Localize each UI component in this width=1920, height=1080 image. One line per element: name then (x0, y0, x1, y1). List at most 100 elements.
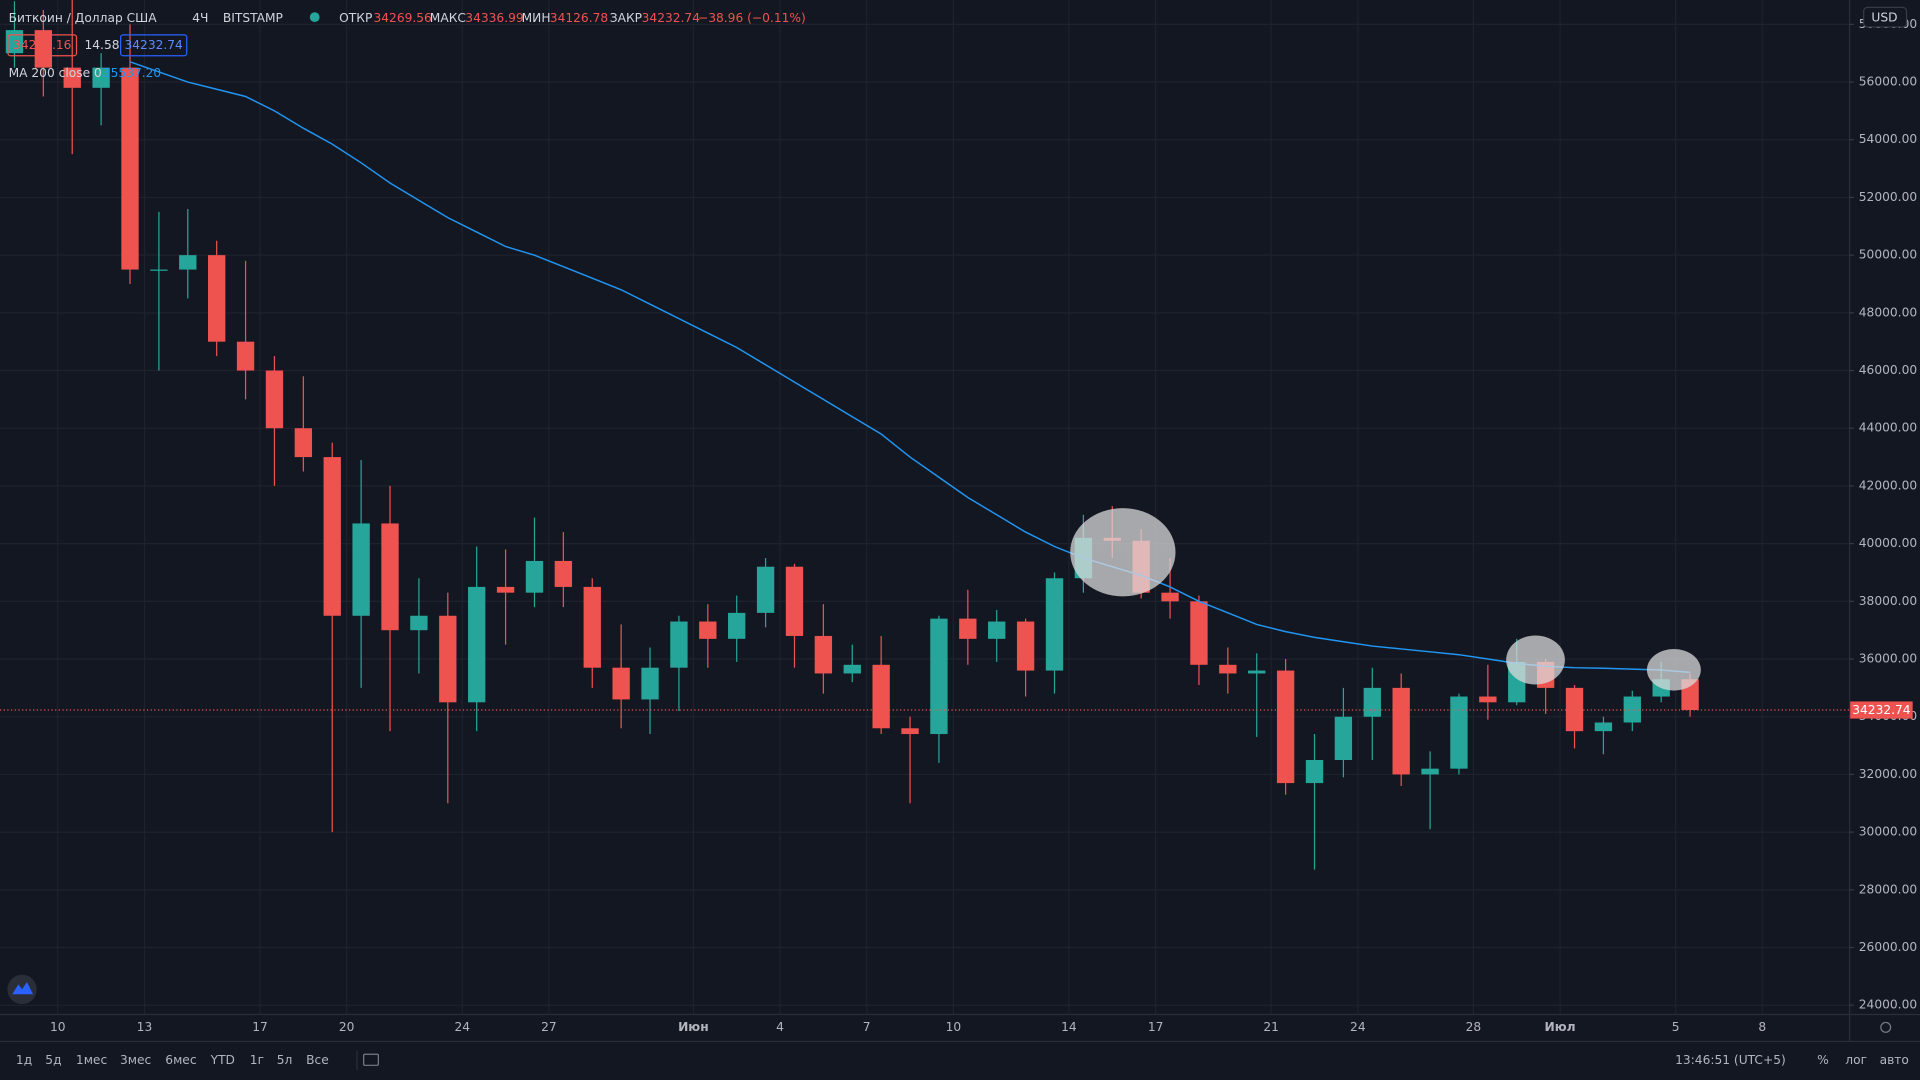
symbol-title: Биткоин / Доллар США (9, 11, 158, 25)
candle-body (988, 621, 1006, 639)
x-tick-label: 24 (1350, 1020, 1366, 1034)
candle-body (1479, 696, 1497, 703)
range-button[interactable]: Все (306, 1053, 329, 1067)
candle-body (92, 67, 110, 88)
y-tick-label: 52000.00 (1859, 190, 1917, 204)
ohlc-value: 34126.78 (550, 11, 608, 25)
y-tick-label: 50000.00 (1859, 248, 1917, 262)
x-tick-label: 20 (339, 1020, 355, 1034)
candle-body (1161, 592, 1179, 602)
candle-body (872, 664, 890, 729)
settings-icon[interactable] (1880, 1021, 1892, 1033)
range-button[interactable]: 3мес (120, 1053, 151, 1067)
y-tick-label: 56000.00 (1859, 75, 1917, 89)
x-tick-label: 14 (1061, 1020, 1077, 1034)
candle-body (1190, 601, 1208, 665)
candle-body (1450, 696, 1468, 769)
candle-body (323, 457, 341, 616)
logo-icon (12, 982, 34, 995)
candle-body (756, 566, 775, 613)
range-button[interactable]: 5д (45, 1053, 61, 1067)
x-tick-label: 7 (863, 1020, 871, 1034)
candle-body (1248, 670, 1266, 674)
toolbar: 1д 5д 1мес 3мес 6мес YTD 1г 5л Все 13:46:51 (UTC+… (16, 1053, 1909, 1067)
candle-body (814, 635, 833, 674)
x-tick-label: Июл (1545, 1020, 1576, 1034)
y-tick-label: 26000.00 (1859, 940, 1917, 954)
candle-body (468, 586, 486, 703)
candle-body (236, 341, 255, 371)
logo[interactable] (7, 974, 37, 1005)
candle-body (728, 612, 746, 639)
ohlc-label: ОТКР (339, 11, 372, 25)
x-tick-label: 27 (541, 1020, 557, 1034)
candle-body (294, 428, 313, 458)
indicator-value: 35537.20 (103, 66, 161, 80)
y-tick-label: 44000.00 (1859, 421, 1917, 435)
currency-button[interactable] (1863, 6, 1908, 28)
range-button[interactable]: 1д (16, 1053, 32, 1067)
ask[interactable]: 34232.74 (124, 38, 183, 52)
candle-body (381, 523, 399, 631)
x-tick-label: 24 (454, 1020, 470, 1034)
ohlc-value: 34232.74 (642, 11, 701, 25)
y-tick-label: 42000.00 (1859, 478, 1917, 492)
ohlc-label: МИН (522, 11, 551, 25)
candle-body (1016, 621, 1035, 671)
y-tick-label: 32000.00 (1859, 767, 1917, 781)
y-tick-label: 48000.00 (1859, 305, 1917, 319)
bid-box[interactable] (7, 34, 78, 57)
x-tick-label: 21 (1263, 1020, 1279, 1034)
candle-body (1565, 687, 1584, 732)
candle-body (612, 667, 630, 700)
market-status (309, 12, 320, 23)
exchange: BITSTAMP (223, 11, 283, 25)
candle-body (63, 67, 81, 88)
candle-body (1363, 687, 1381, 717)
highlight (1646, 648, 1701, 691)
range-button[interactable]: 1мес (76, 1053, 107, 1067)
axis-option[interactable]: авто (1880, 1053, 1909, 1067)
axis-option[interactable]: % (1817, 1053, 1829, 1067)
y-tick-label: 36000.00 (1859, 652, 1917, 666)
range-button[interactable]: 1г (250, 1053, 264, 1067)
currency[interactable]: USD (1871, 10, 1897, 24)
y-tick-label: 30000.00 (1859, 825, 1917, 839)
x-tick-label: 10 (946, 1020, 962, 1034)
x-tick-label: 17 (1148, 1020, 1164, 1034)
range-button[interactable]: 5л (277, 1053, 293, 1067)
candle-body (5, 30, 24, 54)
indicator-name: MA 200 close 0 (9, 66, 102, 80)
axes: 24000.00 26000.00 28000.00 30000.00 32000.00… (50, 17, 1917, 1034)
candle-body (496, 586, 515, 593)
candle-body (843, 664, 861, 674)
candle-body (34, 30, 53, 68)
ask-box[interactable] (120, 34, 188, 57)
candle-body (1623, 696, 1641, 723)
ohlc-value: 34269.56 (373, 11, 432, 25)
x-tick-label: 28 (1466, 1020, 1482, 1034)
ohlc-label: МАКС (430, 11, 466, 25)
interval: 4Ч (192, 11, 208, 25)
candle-body (1276, 670, 1295, 784)
candle-body (1594, 722, 1613, 732)
y-tick-label: 28000.00 (1859, 882, 1917, 896)
candle-body (121, 67, 139, 270)
bid[interactable]: 34218.16 (13, 38, 72, 52)
date-range-icon[interactable] (363, 1053, 379, 1066)
candle-body (1045, 578, 1064, 671)
candle-body (641, 667, 659, 700)
range-button[interactable]: 6мес (165, 1053, 196, 1067)
x-tick-label: 10 (50, 1020, 66, 1034)
axis-option[interactable]: лог (1845, 1053, 1867, 1067)
ohlc-value: 34336.99 (465, 11, 523, 25)
candle-body (1421, 768, 1439, 775)
ohlc-label: ЗАКР (610, 11, 642, 25)
y-tick-label: 54000.00 (1859, 132, 1917, 146)
candle-body (208, 255, 226, 342)
range-button[interactable]: YTD (210, 1053, 235, 1067)
spread: 14.58 (84, 38, 119, 52)
